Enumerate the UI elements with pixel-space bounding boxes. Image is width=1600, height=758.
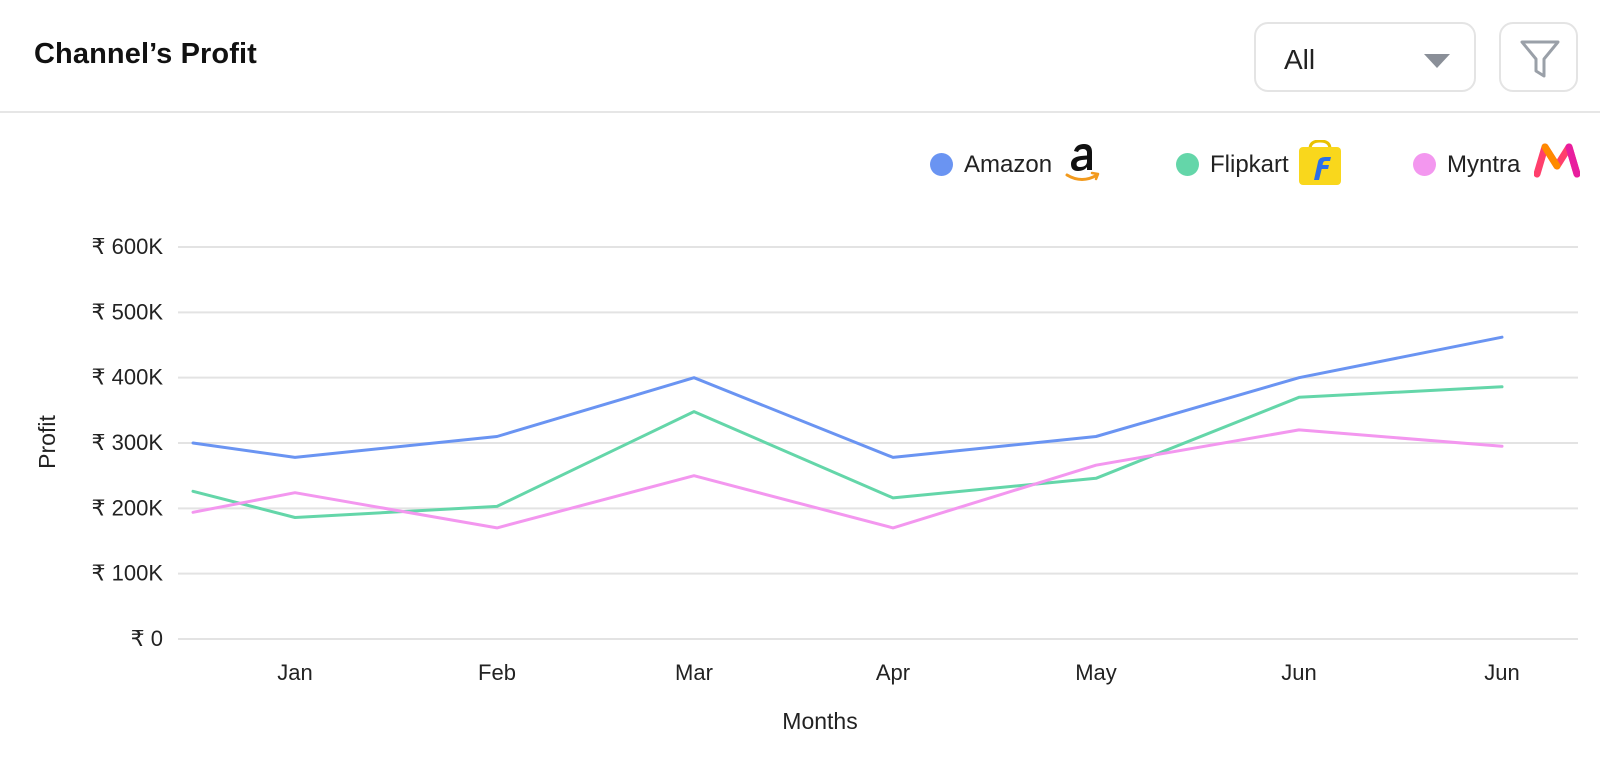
legend-dot — [1413, 153, 1436, 176]
legend-dot — [1176, 153, 1199, 176]
y-axis-title: Profit — [34, 415, 60, 469]
x-tick-label: May — [1075, 660, 1117, 685]
x-tick-label: Feb — [478, 660, 516, 685]
series-line-flipkart — [191, 385, 1504, 519]
y-tick-label: ₹ 600K — [92, 234, 164, 259]
series-line-myntra — [191, 428, 1504, 530]
legend-label: Flipkart — [1210, 151, 1289, 178]
x-tick-label: Mar — [675, 660, 713, 685]
chart-title: Channel’s Profit — [34, 38, 257, 70]
x-tick-label: Jun — [1281, 660, 1316, 685]
legend-dot — [930, 153, 953, 176]
y-tick-label: ₹ 300K — [92, 430, 164, 455]
funnel-icon — [1520, 40, 1560, 78]
x-tick-label: Apr — [876, 660, 910, 685]
channel-select-value: All — [1284, 44, 1316, 75]
x-tick-label: Jun — [1484, 660, 1519, 685]
line-chart: ₹ 0 ₹ 100K ₹ 200K ₹ 300K ₹ 400K ₹ 500K ₹ 600K J… — [34, 234, 1578, 734]
myntra-logo-icon — [1534, 143, 1580, 178]
legend-label: Amazon — [964, 151, 1053, 178]
channel-select[interactable]: All — [1254, 22, 1476, 92]
series-line-amazon — [191, 335, 1504, 459]
y-tick-label: ₹ 0 — [131, 626, 163, 651]
chart-header: Channel’s Profit All — [0, 0, 1600, 113]
chevron-down-icon — [1424, 54, 1450, 68]
y-tick-label: ₹ 500K — [92, 299, 164, 324]
filter-button[interactable] — [1499, 22, 1578, 92]
x-axis-title: Months — [782, 708, 857, 734]
flipkart-logo-icon — [1299, 140, 1341, 185]
legend-label: Myntra — [1447, 151, 1521, 178]
y-tick-label: ₹ 200K — [92, 495, 164, 520]
amazon-logo-icon — [1065, 144, 1100, 181]
y-tick-label: ₹ 100K — [92, 561, 164, 586]
x-tick-label: Jan — [277, 660, 312, 685]
y-tick-label: ₹ 400K — [92, 365, 164, 390]
